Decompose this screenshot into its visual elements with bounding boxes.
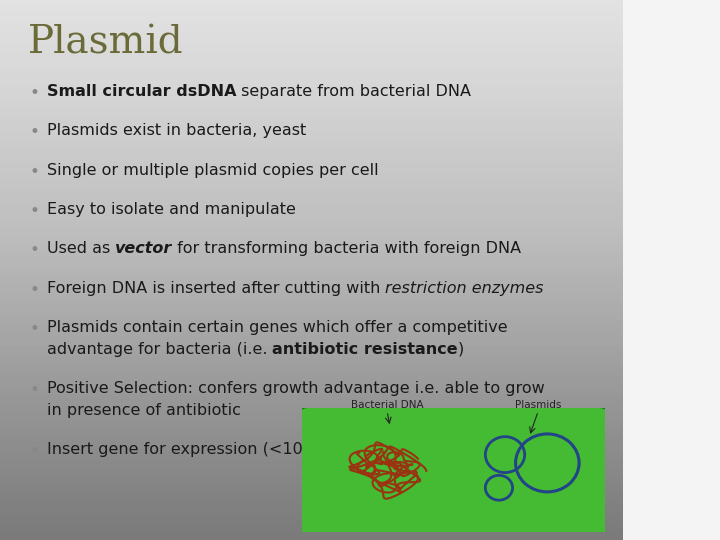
Text: •: • <box>30 381 40 399</box>
Text: vector: vector <box>115 241 172 256</box>
Text: Used as: Used as <box>47 241 115 256</box>
Text: •: • <box>30 281 40 299</box>
Text: Positive Selection: confers growth advantage i.e. able to grow: Positive Selection: confers growth advan… <box>47 381 544 396</box>
Text: Plasmids contain certain genes which offer a competitive: Plasmids contain certain genes which off… <box>47 320 508 335</box>
Text: Foreign DNA is inserted after cutting with: Foreign DNA is inserted after cutting wi… <box>47 281 385 296</box>
Text: •: • <box>30 163 40 180</box>
Text: •: • <box>30 320 40 338</box>
Text: Small circular dsDNA: Small circular dsDNA <box>47 84 236 99</box>
Text: antibiotic resistance: antibiotic resistance <box>272 342 458 357</box>
Text: Easy to isolate and manipulate: Easy to isolate and manipulate <box>47 202 296 217</box>
Text: Bacterial DNA: Bacterial DNA <box>351 400 423 410</box>
Text: Plasmids exist in bacteria, yeast: Plasmids exist in bacteria, yeast <box>47 123 306 138</box>
Text: in presence of antibiotic: in presence of antibiotic <box>47 403 240 418</box>
Text: advantage for bacteria (i.e.: advantage for bacteria (i.e. <box>47 342 272 357</box>
Text: for transforming bacteria with foreign DNA: for transforming bacteria with foreign D… <box>172 241 521 256</box>
Text: restriction enzymes: restriction enzymes <box>385 281 544 296</box>
Text: Single or multiple plasmid copies per cell: Single or multiple plasmid copies per ce… <box>47 163 378 178</box>
Text: •: • <box>30 123 40 141</box>
Text: Plasmid: Plasmid <box>28 24 184 62</box>
Text: ): ) <box>458 342 464 357</box>
Text: Plasmids: Plasmids <box>515 400 562 410</box>
Text: •: • <box>30 241 40 259</box>
Text: Insert gene for expression (<10kb insertion): Insert gene for expression (<10kb insert… <box>47 442 404 457</box>
Text: separate from bacterial DNA: separate from bacterial DNA <box>236 84 471 99</box>
Text: •: • <box>30 84 40 102</box>
Text: •: • <box>30 442 40 461</box>
Text: •: • <box>30 202 40 220</box>
FancyBboxPatch shape <box>295 406 612 540</box>
